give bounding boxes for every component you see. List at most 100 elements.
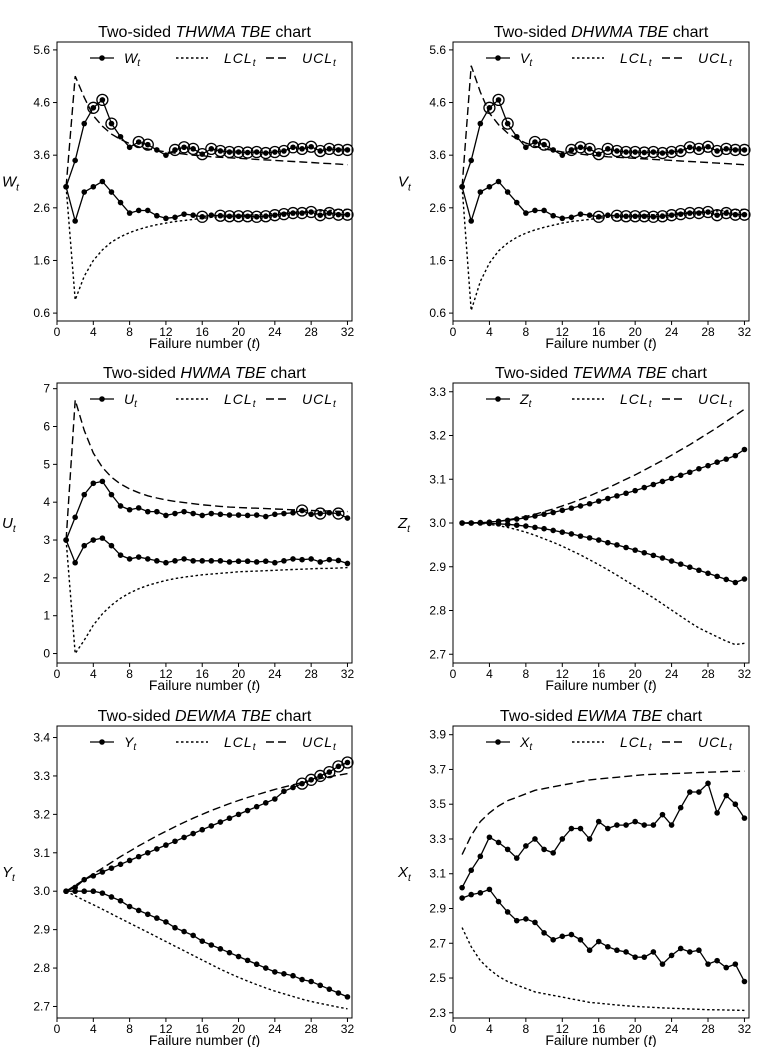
data-point-lower <box>741 978 748 985</box>
x-tick-label: 20 <box>628 667 642 681</box>
legend: Zt LCLt UCLt <box>486 391 732 410</box>
data-point-lower <box>687 564 693 570</box>
legend: Wt LCLt UCLt <box>90 50 336 69</box>
ylabel-symbol: U <box>2 515 13 532</box>
signal-marker <box>656 146 669 160</box>
data-point-lower <box>190 212 196 218</box>
y-tick-label: 2.6 <box>33 201 50 215</box>
data-point-lower <box>614 542 620 548</box>
signal-marker <box>323 206 336 220</box>
data-point-upper <box>144 508 151 515</box>
signal-marker <box>537 138 551 151</box>
data-point-upper <box>568 825 575 832</box>
data-point-lower <box>495 178 502 185</box>
data-point-upper <box>559 152 566 158</box>
legend-lcl-subscript: t <box>649 58 653 69</box>
data-point-upper <box>504 846 511 853</box>
data-point-lower <box>63 888 69 895</box>
title-suffix: chart <box>668 24 709 41</box>
data-point-upper <box>513 855 520 861</box>
data-point-upper <box>117 133 124 140</box>
data-point-upper <box>513 133 520 140</box>
signal-marker <box>268 209 281 222</box>
data-point-upper <box>308 776 314 783</box>
plot-frame <box>452 41 750 322</box>
y-tick-label: 3.4 <box>33 731 50 745</box>
title-suffix: chart <box>266 365 307 382</box>
legend-statistic-marker <box>99 739 105 745</box>
signal-marker <box>177 141 191 154</box>
ylabel-subscript: t <box>13 524 17 535</box>
data-point-lower <box>126 556 133 562</box>
title-suffix: chart <box>662 708 703 725</box>
signal-marker <box>187 142 200 156</box>
data-point-lower <box>459 895 465 901</box>
data-point-upper <box>235 149 242 155</box>
lcl-line <box>65 890 348 1010</box>
x-tick-label: 32 <box>341 667 355 681</box>
legend-statistic-symbol: Z <box>519 391 529 407</box>
data-point-upper <box>172 838 178 845</box>
data-point-upper <box>696 465 702 472</box>
xlabel-prefix: Failure number ( <box>149 677 252 693</box>
data-point-upper <box>723 792 730 799</box>
x-axis-label: Failure number (t) <box>545 677 656 693</box>
data-point-lower <box>641 954 648 960</box>
signal-marker <box>323 765 336 779</box>
data-point-lower <box>605 212 611 218</box>
xlabel-variable: t <box>252 677 257 693</box>
y-tick-label: 7 <box>43 382 50 396</box>
data-point-lower <box>253 559 260 565</box>
chart-panel-2: Two-sided DHWMA TBE chart 0 4 8 12 16 20 24 28 32… <box>398 24 751 351</box>
y-tick-label: 0.6 <box>33 306 50 320</box>
data-point-upper <box>344 147 351 153</box>
legend-statistic-label: Yt <box>124 734 137 753</box>
data-point-lower <box>235 213 242 220</box>
data-point-upper <box>281 510 287 517</box>
legend-ucl-subscript: t <box>333 742 337 753</box>
data-point-lower <box>262 558 269 565</box>
data-point-upper <box>723 146 730 152</box>
data-point-upper <box>577 825 584 832</box>
statistic-line-upper <box>65 98 348 188</box>
legend: Vt LCLt UCLt <box>486 50 732 69</box>
data-point-lower <box>317 982 324 989</box>
data-point-upper <box>641 484 648 491</box>
y-tick-label: 3.0 <box>33 884 50 898</box>
legend-ucl-subscript: t <box>333 399 337 410</box>
plot-frame <box>56 41 353 322</box>
data-point-upper <box>495 839 502 846</box>
xlabel-suffix: ) <box>255 335 260 351</box>
data-point-lower <box>126 903 133 910</box>
data-point-lower <box>163 559 169 566</box>
legend-statistic-subscript: t <box>529 399 533 410</box>
data-point-upper <box>199 826 206 833</box>
y-tick-label: 0 <box>43 647 50 661</box>
data-point-upper <box>641 149 648 156</box>
data-point-lower <box>272 559 278 566</box>
title-prefix: Two-sided <box>494 24 571 41</box>
legend-lcl-subscript: t <box>649 742 653 753</box>
signal-marker <box>674 207 687 221</box>
data-point-upper <box>253 512 260 518</box>
legend-statistic-label: Vt <box>520 50 533 69</box>
data-point-upper <box>126 506 133 513</box>
y-tick-label: 3.0 <box>429 516 446 530</box>
data-point-upper <box>623 822 629 828</box>
data-point-lower <box>217 212 224 219</box>
y-tick-label: 3 <box>43 533 50 547</box>
data-point-upper <box>208 823 215 829</box>
data-point-lower <box>504 909 511 915</box>
data-point-lower <box>714 573 720 580</box>
data-point-lower <box>550 527 556 534</box>
data-point-lower <box>541 525 547 532</box>
data-point-upper <box>317 148 324 154</box>
data-point-lower <box>513 199 520 206</box>
x-tick-label: 16 <box>592 667 606 681</box>
legend-lcl-label: LCLt <box>224 50 257 69</box>
data-point-upper <box>272 149 278 155</box>
signal-marker <box>96 93 109 107</box>
data-point-upper <box>677 804 684 811</box>
y-tick-label: 1 <box>43 609 50 623</box>
